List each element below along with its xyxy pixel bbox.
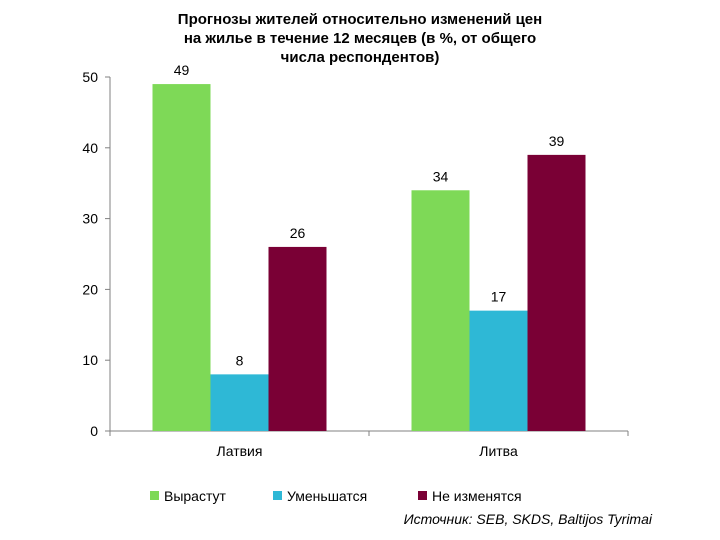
bar xyxy=(152,84,211,431)
legend-label-decrease: Уменьшатся xyxy=(287,488,368,504)
data-label: 17 xyxy=(491,289,507,305)
y-tick-label: 20 xyxy=(82,281,98,297)
legend-label-grow: Вырастут xyxy=(164,488,226,504)
y-tick-label: 50 xyxy=(82,69,98,85)
legend-swatch-decrease xyxy=(273,491,282,500)
x-tick-label: Латвия xyxy=(217,443,263,459)
chart-title: Прогнозы жителей относительно изменений … xyxy=(90,10,630,67)
legend-swatch-grow xyxy=(150,491,159,500)
data-label: 34 xyxy=(433,168,449,184)
data-label: 39 xyxy=(549,133,565,149)
legend-item-no-change: Не изменятся xyxy=(418,488,522,504)
legend-label-no-change: Не изменятся xyxy=(432,488,522,504)
data-label: 8 xyxy=(236,352,244,368)
x-tick-label: Литва xyxy=(479,443,518,459)
chart-title-line-1: Прогнозы жителей относительно изменений … xyxy=(177,11,543,28)
source-note: Источник: SEB, SKDS, Baltijos Tyrimai xyxy=(403,511,652,527)
bar xyxy=(469,310,528,431)
y-tick-label: 30 xyxy=(82,211,98,227)
legend-swatch-no-change xyxy=(418,491,427,500)
bar xyxy=(527,154,586,431)
chart-title-line-3: числа респондентов) xyxy=(280,49,440,66)
data-label: 49 xyxy=(174,62,190,78)
legend-item-grow: Вырастут xyxy=(150,488,226,504)
y-tick-label: 40 xyxy=(82,140,98,156)
y-tick-label: 10 xyxy=(82,352,98,368)
bar xyxy=(268,246,327,431)
data-label: 26 xyxy=(290,225,306,241)
y-tick-label: 0 xyxy=(90,423,98,439)
legend-item-decrease: Уменьшатся xyxy=(273,488,367,504)
bar xyxy=(210,374,269,431)
bar xyxy=(411,190,470,431)
chart-title-line-2: на жилье в течение 12 месяцев (в %, от о… xyxy=(183,30,537,47)
